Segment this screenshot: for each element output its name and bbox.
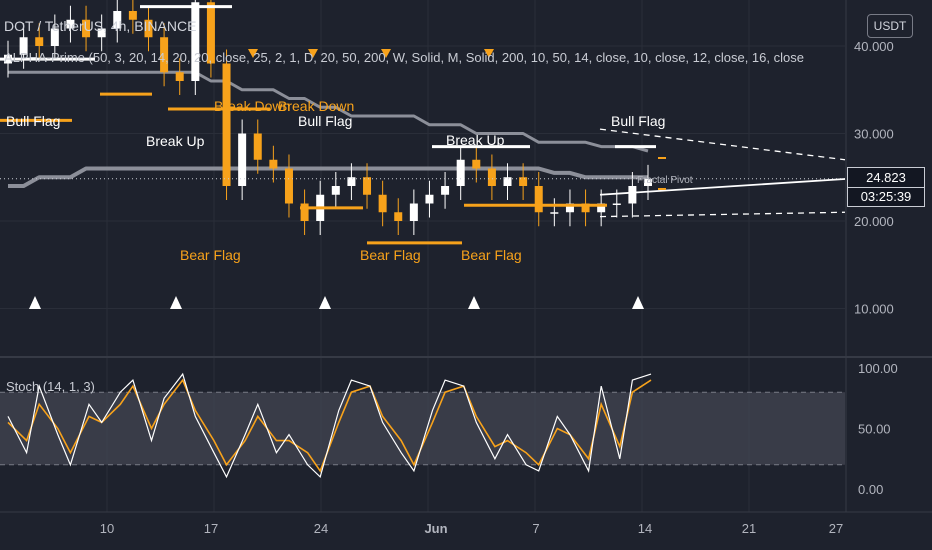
signal-down-triangle: [484, 49, 494, 58]
candle-body: [175, 72, 184, 81]
break-down-label-1: Break Down: [214, 98, 290, 114]
stoch-tick-label: 50.00: [858, 422, 891, 437]
bear-flag-label-2: Bear Flag: [360, 247, 421, 263]
bear-flag-label-3: Bear Flag: [461, 247, 522, 263]
indicator-title[interactable]: ALPHA-Prime (50, 3, 20, 14, 20, 20, clos…: [4, 50, 804, 65]
candle-body: [550, 212, 559, 214]
candle-body: [409, 203, 418, 221]
candle-body: [331, 186, 340, 195]
candle-body: [644, 178, 652, 186]
candle-body: [534, 186, 543, 213]
candle-body: [347, 177, 356, 186]
candle-body: [113, 11, 122, 29]
last-price-label: 24.823: [847, 167, 925, 188]
time-tick-label: 27: [829, 521, 843, 536]
signal-down-triangle: [381, 49, 391, 58]
candle-body: [425, 194, 434, 204]
candle-body: [222, 63, 231, 186]
candle-body: [35, 37, 44, 46]
candle-body: [253, 133, 262, 160]
signal-down-triangle: [248, 49, 258, 58]
break-up-label-1: Break Up: [146, 133, 205, 149]
time-tick-label: 7: [532, 521, 539, 536]
bull-flag-label-2: Bull Flag: [298, 113, 352, 129]
stoch-k-line: [7, 372, 652, 479]
candle-body: [128, 11, 137, 20]
candle-body: [472, 159, 481, 169]
channel-middle-line: [599, 178, 846, 196]
candle-body: [519, 177, 528, 186]
candle-body: [581, 203, 590, 213]
candle-body: [628, 186, 637, 204]
candle-body: [66, 19, 75, 29]
candle-body: [191, 2, 200, 81]
stoch-tick-label: 0.00: [858, 482, 883, 497]
candle-body: [487, 168, 496, 186]
candle-body: [503, 177, 512, 186]
candle-body: [50, 28, 59, 46]
bull-flag-label-1: Bull Flag: [6, 113, 60, 129]
signal-down-triangle: [308, 49, 318, 58]
candle-body: [300, 203, 309, 221]
candle-body: [206, 2, 215, 64]
candle-body: [597, 203, 606, 213]
currency-button[interactable]: USDT: [867, 14, 913, 38]
bear-flag-label-1: Bear Flag: [180, 247, 241, 263]
price-tick-label: 40.000: [854, 39, 894, 54]
fractal-pivot-label: Fractal Pivot: [637, 175, 693, 186]
signal-up-triangle: [29, 296, 41, 309]
candle-body: [97, 28, 106, 38]
stoch-band: [0, 392, 845, 465]
channel-upper-line: [599, 128, 846, 161]
time-tick-label: 10: [100, 521, 114, 536]
signal-up-triangle: [319, 296, 331, 309]
candle-body: [456, 159, 465, 186]
time-tick-label: 21: [742, 521, 756, 536]
bar-countdown-label: 03:25:39: [847, 188, 925, 207]
channel-lower-line: [599, 211, 846, 218]
stoch-title[interactable]: Stoch (14, 1, 3): [6, 379, 95, 394]
candle-body: [144, 19, 153, 38]
candle-body: [441, 186, 450, 195]
stoch-tick-label: 100.00: [858, 361, 898, 376]
candle-body: [565, 203, 574, 213]
bull-flag-label-3: Bull Flag: [611, 113, 665, 129]
candle-body: [160, 37, 169, 73]
time-tick-label: Jun: [424, 521, 447, 536]
candle-body: [612, 203, 621, 205]
candle-body: [363, 177, 372, 195]
candle-body: [269, 159, 278, 169]
candle-body: [19, 37, 28, 55]
candle-body: [238, 133, 247, 186]
time-tick-label: 24: [314, 521, 328, 536]
break-down-label-2: Break Down: [278, 98, 354, 114]
ma-line-0: [8, 166, 648, 188]
time-tick-label: 17: [204, 521, 218, 536]
candle-body: [378, 194, 387, 213]
candle-body: [82, 19, 91, 38]
symbol-title[interactable]: DOT / TetherUS, 4h, BINANCE: [4, 18, 197, 34]
signal-up-triangle: [468, 296, 480, 309]
time-tick-label: 14: [638, 521, 652, 536]
candle-body: [284, 168, 293, 204]
candle-body: [394, 212, 403, 221]
price-tick-label: 20.000: [854, 214, 894, 229]
signal-up-triangle: [170, 296, 182, 309]
signal-up-triangle: [632, 296, 644, 309]
price-tick-label: 10.000: [854, 302, 894, 317]
price-tick-label: 30.000: [854, 127, 894, 142]
break-up-label-2: Break Up: [446, 132, 505, 148]
ma-line-1: [8, 70, 649, 153]
stoch-d-line: [7, 378, 652, 473]
